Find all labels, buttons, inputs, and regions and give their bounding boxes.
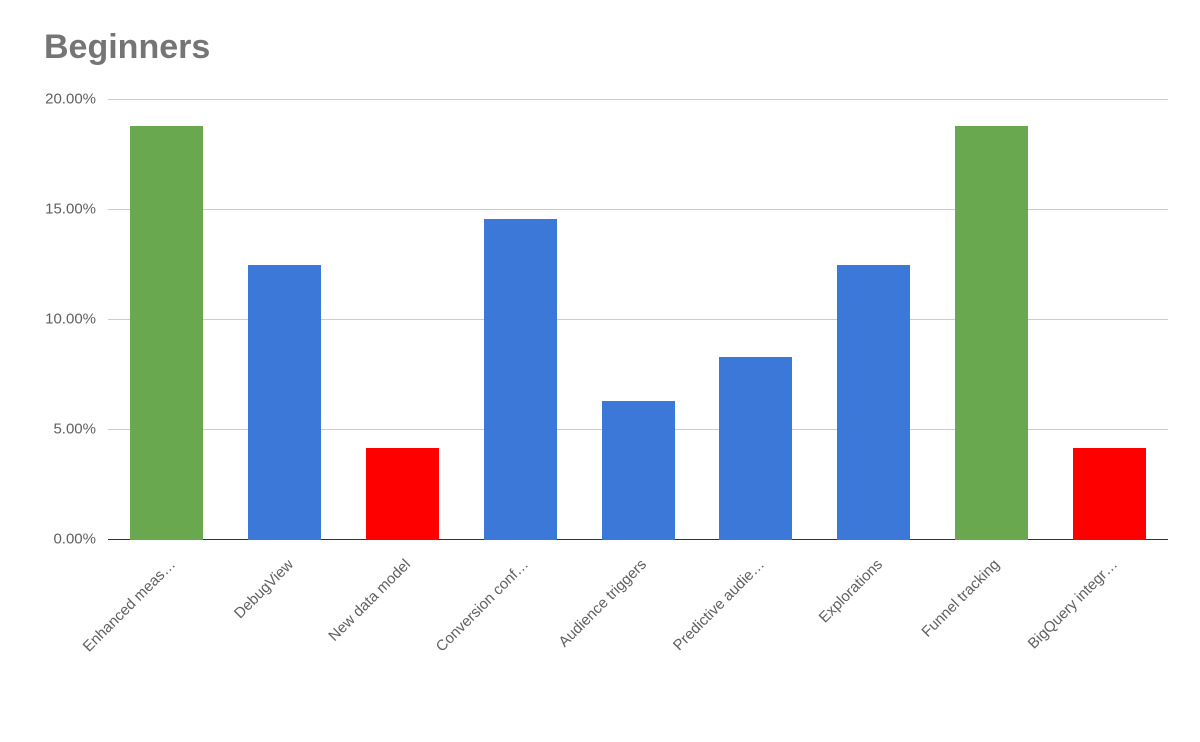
- bar-slot: [1050, 100, 1168, 540]
- x-tick-label: Funnel tracking: [919, 556, 1004, 641]
- bar: [1073, 448, 1146, 540]
- x-label-slot: Enhanced meas…: [108, 546, 226, 706]
- bar: [719, 357, 792, 540]
- bar: [602, 401, 675, 540]
- bar: [955, 126, 1028, 540]
- x-label-slot: Predictive audie…: [697, 546, 815, 706]
- y-tick-label: 0.00%: [53, 531, 108, 548]
- bar-slot: [932, 100, 1050, 540]
- x-label-slot: Conversion conf…: [461, 546, 579, 706]
- x-label-slot: Funnel tracking: [932, 546, 1050, 706]
- bar: [837, 265, 910, 540]
- x-label-slot: DebugView: [226, 546, 344, 706]
- x-axis-labels: Enhanced meas…DebugView New data modelCon…: [108, 546, 1168, 706]
- bar-slot: [815, 100, 933, 540]
- bar-slot: [697, 100, 815, 540]
- bar-series: [108, 100, 1168, 540]
- bar-slot: [344, 100, 462, 540]
- x-tick-label: Enhanced meas…: [80, 556, 179, 655]
- x-tick-label: Explorations: [815, 556, 885, 626]
- x-label-slot: Audience triggers: [579, 546, 697, 706]
- bar: [130, 126, 203, 540]
- bar-slot: [108, 100, 226, 540]
- bar: [484, 219, 557, 540]
- x-label-slot: New data model: [344, 546, 462, 706]
- chart-container: Beginners 0.00%5.00%10.00%15.00%20.00% E…: [0, 0, 1200, 742]
- y-tick-label: 15.00%: [45, 201, 108, 218]
- bar: [366, 448, 439, 540]
- x-tick-label: DebugView: [231, 556, 297, 622]
- x-label-slot: Explorations: [815, 546, 933, 706]
- y-tick-label: 20.00%: [45, 91, 108, 108]
- bar: [248, 265, 321, 540]
- y-tick-label: 10.00%: [45, 311, 108, 328]
- y-tick-label: 5.00%: [53, 421, 108, 438]
- plot-area: 0.00%5.00%10.00%15.00%20.00%: [108, 100, 1168, 540]
- bar-slot: [461, 100, 579, 540]
- bar-slot: [226, 100, 344, 540]
- bar-slot: [579, 100, 697, 540]
- chart-title: Beginners: [44, 28, 1180, 67]
- x-label-slot: BigQuery integr…: [1050, 546, 1168, 706]
